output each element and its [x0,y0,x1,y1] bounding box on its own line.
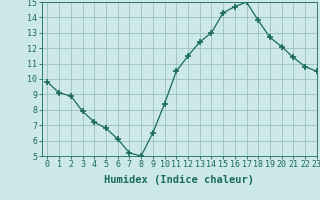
X-axis label: Humidex (Indice chaleur): Humidex (Indice chaleur) [104,175,254,185]
